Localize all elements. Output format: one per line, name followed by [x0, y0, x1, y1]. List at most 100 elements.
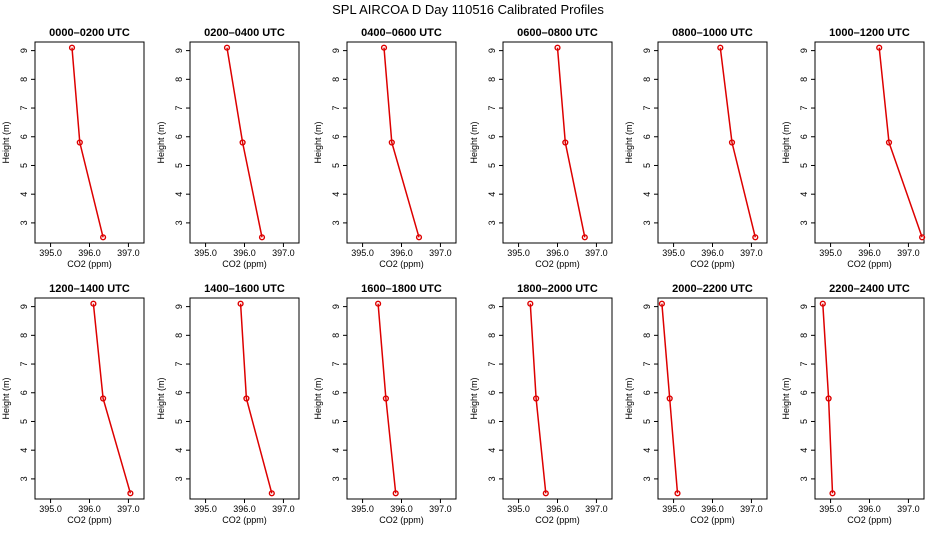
- y-tick-label: 3: [487, 476, 497, 481]
- series-line: [226, 47, 263, 238]
- data-point: [829, 490, 836, 497]
- y-tick-label: 5: [799, 419, 809, 424]
- plot-frame: [34, 41, 145, 244]
- y-tick-label: 3: [799, 476, 809, 481]
- y-tick-label: 7: [331, 362, 341, 367]
- y-tick-label: 8: [174, 77, 184, 82]
- data-point: [268, 490, 275, 497]
- y-tick-label: 9: [174, 304, 184, 309]
- series-line: [239, 303, 273, 494]
- data-point: [581, 234, 588, 241]
- y-tick-label: 4: [19, 192, 29, 197]
- x-axis-label: CO2 (ppm): [222, 515, 267, 525]
- data-point: [562, 139, 569, 146]
- x-axis-label: CO2 (ppm): [690, 259, 735, 269]
- x-tick-label: 395.0: [194, 504, 217, 514]
- y-tick-label: 9: [799, 48, 809, 53]
- x-axis-label: CO2 (ppm): [222, 259, 267, 269]
- panel-title: 1400–1600 UTC: [204, 283, 285, 295]
- data-point: [99, 395, 107, 402]
- data-point: [876, 44, 883, 51]
- series-line: [661, 303, 679, 494]
- y-tick-label: 7: [799, 106, 809, 111]
- y-tick-label: 9: [642, 304, 652, 309]
- x-tick-label: 397.0: [585, 248, 608, 258]
- y-tick-label: 6: [642, 390, 652, 395]
- x-tick-label: 396.0: [701, 248, 724, 258]
- x-axis-label: CO2 (ppm): [379, 515, 424, 525]
- y-tick-label: 3: [799, 220, 809, 225]
- y-tick-label: 3: [331, 476, 341, 481]
- x-axis-label: CO2 (ppm): [535, 259, 580, 269]
- x-tick-label: 395.0: [662, 248, 685, 258]
- y-tick-label: 4: [174, 192, 184, 197]
- x-tick-label: 397.0: [272, 504, 295, 514]
- chart-panel: 0200–0400 UTC 395.0 396.0 397.0 CO2 (ppm) 3 4 5…: [156, 27, 300, 269]
- x-tick-label: 396.0: [78, 248, 101, 258]
- data-point: [666, 395, 673, 402]
- panel-title: 2000–2200 UTC: [672, 283, 753, 295]
- y-axis-label: Height (m): [156, 377, 166, 419]
- plot-frame: [657, 41, 768, 244]
- chart-panel: 0800–1000 UTC 395.0 396.0 397.0 CO2 (ppm) 3 4 5…: [624, 27, 768, 269]
- y-tick-label: 8: [19, 77, 29, 82]
- x-tick-label: 395.0: [507, 248, 530, 258]
- y-tick-label: 9: [331, 304, 341, 309]
- panel-title: 0800–1000 UTC: [672, 27, 753, 39]
- y-tick-label: 5: [487, 163, 497, 168]
- data-point: [380, 44, 388, 51]
- data-point: [415, 234, 423, 241]
- x-tick-label: 397.0: [585, 504, 608, 514]
- y-tick-label: 9: [487, 48, 497, 53]
- x-tick-label: 395.0: [39, 504, 62, 514]
- y-tick-label: 3: [487, 220, 497, 225]
- y-tick-label: 6: [799, 390, 809, 395]
- panel-title: 0400–0600 UTC: [361, 27, 442, 39]
- figure-title: SPL AIRCOA D Day 110516 Calibrated Profi…: [332, 2, 604, 17]
- chart-panel: 1800–2000 UTC 395.0 396.0 397.0 CO2 (ppm) 3 4 5…: [469, 283, 613, 525]
- y-axis-label: Height (m): [624, 121, 634, 163]
- y-tick-label: 6: [174, 390, 184, 395]
- data-point: [554, 44, 561, 51]
- x-axis-label: CO2 (ppm): [847, 259, 892, 269]
- y-tick-label: 8: [642, 77, 652, 82]
- chart-panel: 1600–1800 UTC 395.0 396.0 397.0 CO2 (ppm) 3 4 5…: [313, 283, 457, 525]
- x-tick-label: 396.0: [390, 248, 413, 258]
- y-tick-label: 3: [19, 220, 29, 225]
- y-tick-label: 9: [642, 48, 652, 53]
- y-tick-label: 5: [487, 419, 497, 424]
- series-line: [92, 303, 132, 494]
- panel-title: 0000–0200 UTC: [49, 27, 130, 39]
- y-tick-label: 8: [799, 77, 809, 82]
- data-point: [90, 300, 97, 307]
- series-line: [822, 303, 834, 494]
- y-tick-label: 6: [799, 134, 809, 139]
- y-axis-label: Height (m): [313, 377, 323, 419]
- y-tick-label: 4: [799, 192, 809, 197]
- series-line: [719, 47, 757, 238]
- series-line: [71, 47, 104, 238]
- plot-frame: [657, 297, 768, 500]
- x-tick-label: 395.0: [39, 248, 62, 258]
- y-tick-label: 5: [331, 419, 341, 424]
- x-tick-label: 397.0: [897, 504, 920, 514]
- data-point: [658, 300, 666, 307]
- data-point: [223, 44, 231, 51]
- data-point: [885, 139, 893, 146]
- x-tick-label: 397.0: [740, 504, 763, 514]
- panel-title: 1600–1800 UTC: [361, 283, 442, 295]
- x-axis-label: CO2 (ppm): [690, 515, 735, 525]
- y-tick-label: 8: [487, 77, 497, 82]
- y-tick-label: 6: [642, 134, 652, 139]
- series-line: [556, 47, 586, 238]
- panel-title: 0600–0800 UTC: [517, 27, 598, 39]
- series-line: [377, 303, 397, 494]
- x-tick-label: 396.0: [701, 504, 724, 514]
- y-axis-label: Height (m): [781, 377, 791, 419]
- x-tick-label: 395.0: [507, 504, 530, 514]
- data-point: [382, 395, 390, 402]
- y-tick-label: 3: [331, 220, 341, 225]
- x-axis-label: CO2 (ppm): [847, 515, 892, 525]
- plot-frame: [34, 297, 145, 500]
- data-point: [918, 234, 926, 241]
